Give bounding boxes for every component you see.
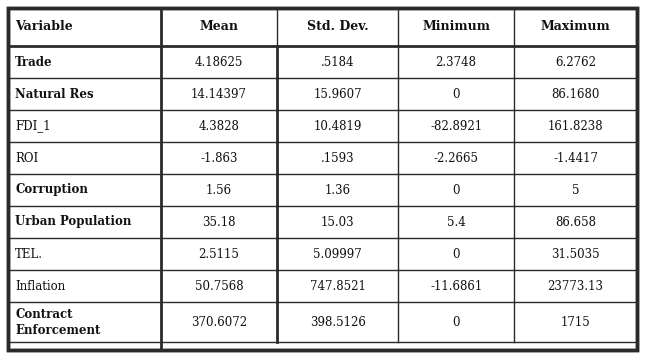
Text: TEL.: TEL.: [15, 247, 43, 261]
Text: 10.4819: 10.4819: [313, 120, 362, 132]
Text: 31.5035: 31.5035: [551, 247, 600, 261]
Text: 86.658: 86.658: [555, 215, 596, 229]
Text: 2.3748: 2.3748: [435, 56, 477, 68]
Text: Inflation: Inflation: [15, 279, 65, 293]
Bar: [8, 8, 637, 46]
Text: Maximum: Maximum: [541, 21, 611, 33]
Text: 5.09997: 5.09997: [313, 247, 362, 261]
Bar: [8, 78, 637, 110]
Text: 15.03: 15.03: [321, 215, 354, 229]
Text: 161.8238: 161.8238: [548, 120, 604, 132]
Text: -1.4417: -1.4417: [553, 152, 598, 164]
Bar: [8, 110, 637, 142]
Text: Natural Res: Natural Res: [15, 88, 94, 100]
Text: 0: 0: [452, 315, 460, 329]
Text: 35.18: 35.18: [203, 215, 236, 229]
Text: 370.6072: 370.6072: [191, 315, 247, 329]
Text: ROI: ROI: [15, 152, 38, 164]
Bar: [8, 142, 637, 174]
Text: 50.7568: 50.7568: [195, 279, 243, 293]
Text: 2.5115: 2.5115: [199, 247, 239, 261]
Text: Std. Dev.: Std. Dev.: [307, 21, 368, 33]
Text: -11.6861: -11.6861: [430, 279, 482, 293]
Bar: [8, 206, 637, 238]
Text: 15.9607: 15.9607: [313, 88, 362, 100]
Bar: [8, 270, 637, 302]
Text: .1593: .1593: [321, 152, 354, 164]
Text: .5184: .5184: [321, 56, 354, 68]
Text: 0: 0: [452, 247, 460, 261]
Text: 4.3828: 4.3828: [199, 120, 239, 132]
Text: 5.4: 5.4: [447, 215, 466, 229]
Text: Mean: Mean: [199, 21, 239, 33]
Text: -2.2665: -2.2665: [433, 152, 479, 164]
Text: Corruption: Corruption: [15, 183, 88, 197]
Text: Urban Population: Urban Population: [15, 215, 132, 229]
Text: Trade: Trade: [15, 56, 53, 68]
Text: 6.2762: 6.2762: [555, 56, 596, 68]
Text: 1715: 1715: [561, 315, 591, 329]
Text: 0: 0: [452, 88, 460, 100]
Text: Minimum: Minimum: [422, 21, 490, 33]
Text: -82.8921: -82.8921: [430, 120, 482, 132]
Text: 14.14397: 14.14397: [191, 88, 247, 100]
Text: FDI_1: FDI_1: [15, 120, 50, 132]
Text: Variable: Variable: [15, 21, 73, 33]
Text: 5: 5: [572, 183, 579, 197]
Text: Contract
Enforcement: Contract Enforcement: [15, 308, 101, 336]
Text: 747.8521: 747.8521: [310, 279, 366, 293]
Text: 0: 0: [452, 183, 460, 197]
Text: 86.1680: 86.1680: [551, 88, 600, 100]
Text: 4.18625: 4.18625: [195, 56, 243, 68]
Bar: [8, 238, 637, 270]
Text: 398.5126: 398.5126: [310, 315, 366, 329]
Text: 1.36: 1.36: [324, 183, 351, 197]
Bar: [8, 174, 637, 206]
Bar: [8, 302, 637, 342]
Bar: [8, 46, 637, 78]
Text: 23773.13: 23773.13: [548, 279, 604, 293]
Text: -1.863: -1.863: [201, 152, 238, 164]
Text: 1.56: 1.56: [206, 183, 232, 197]
